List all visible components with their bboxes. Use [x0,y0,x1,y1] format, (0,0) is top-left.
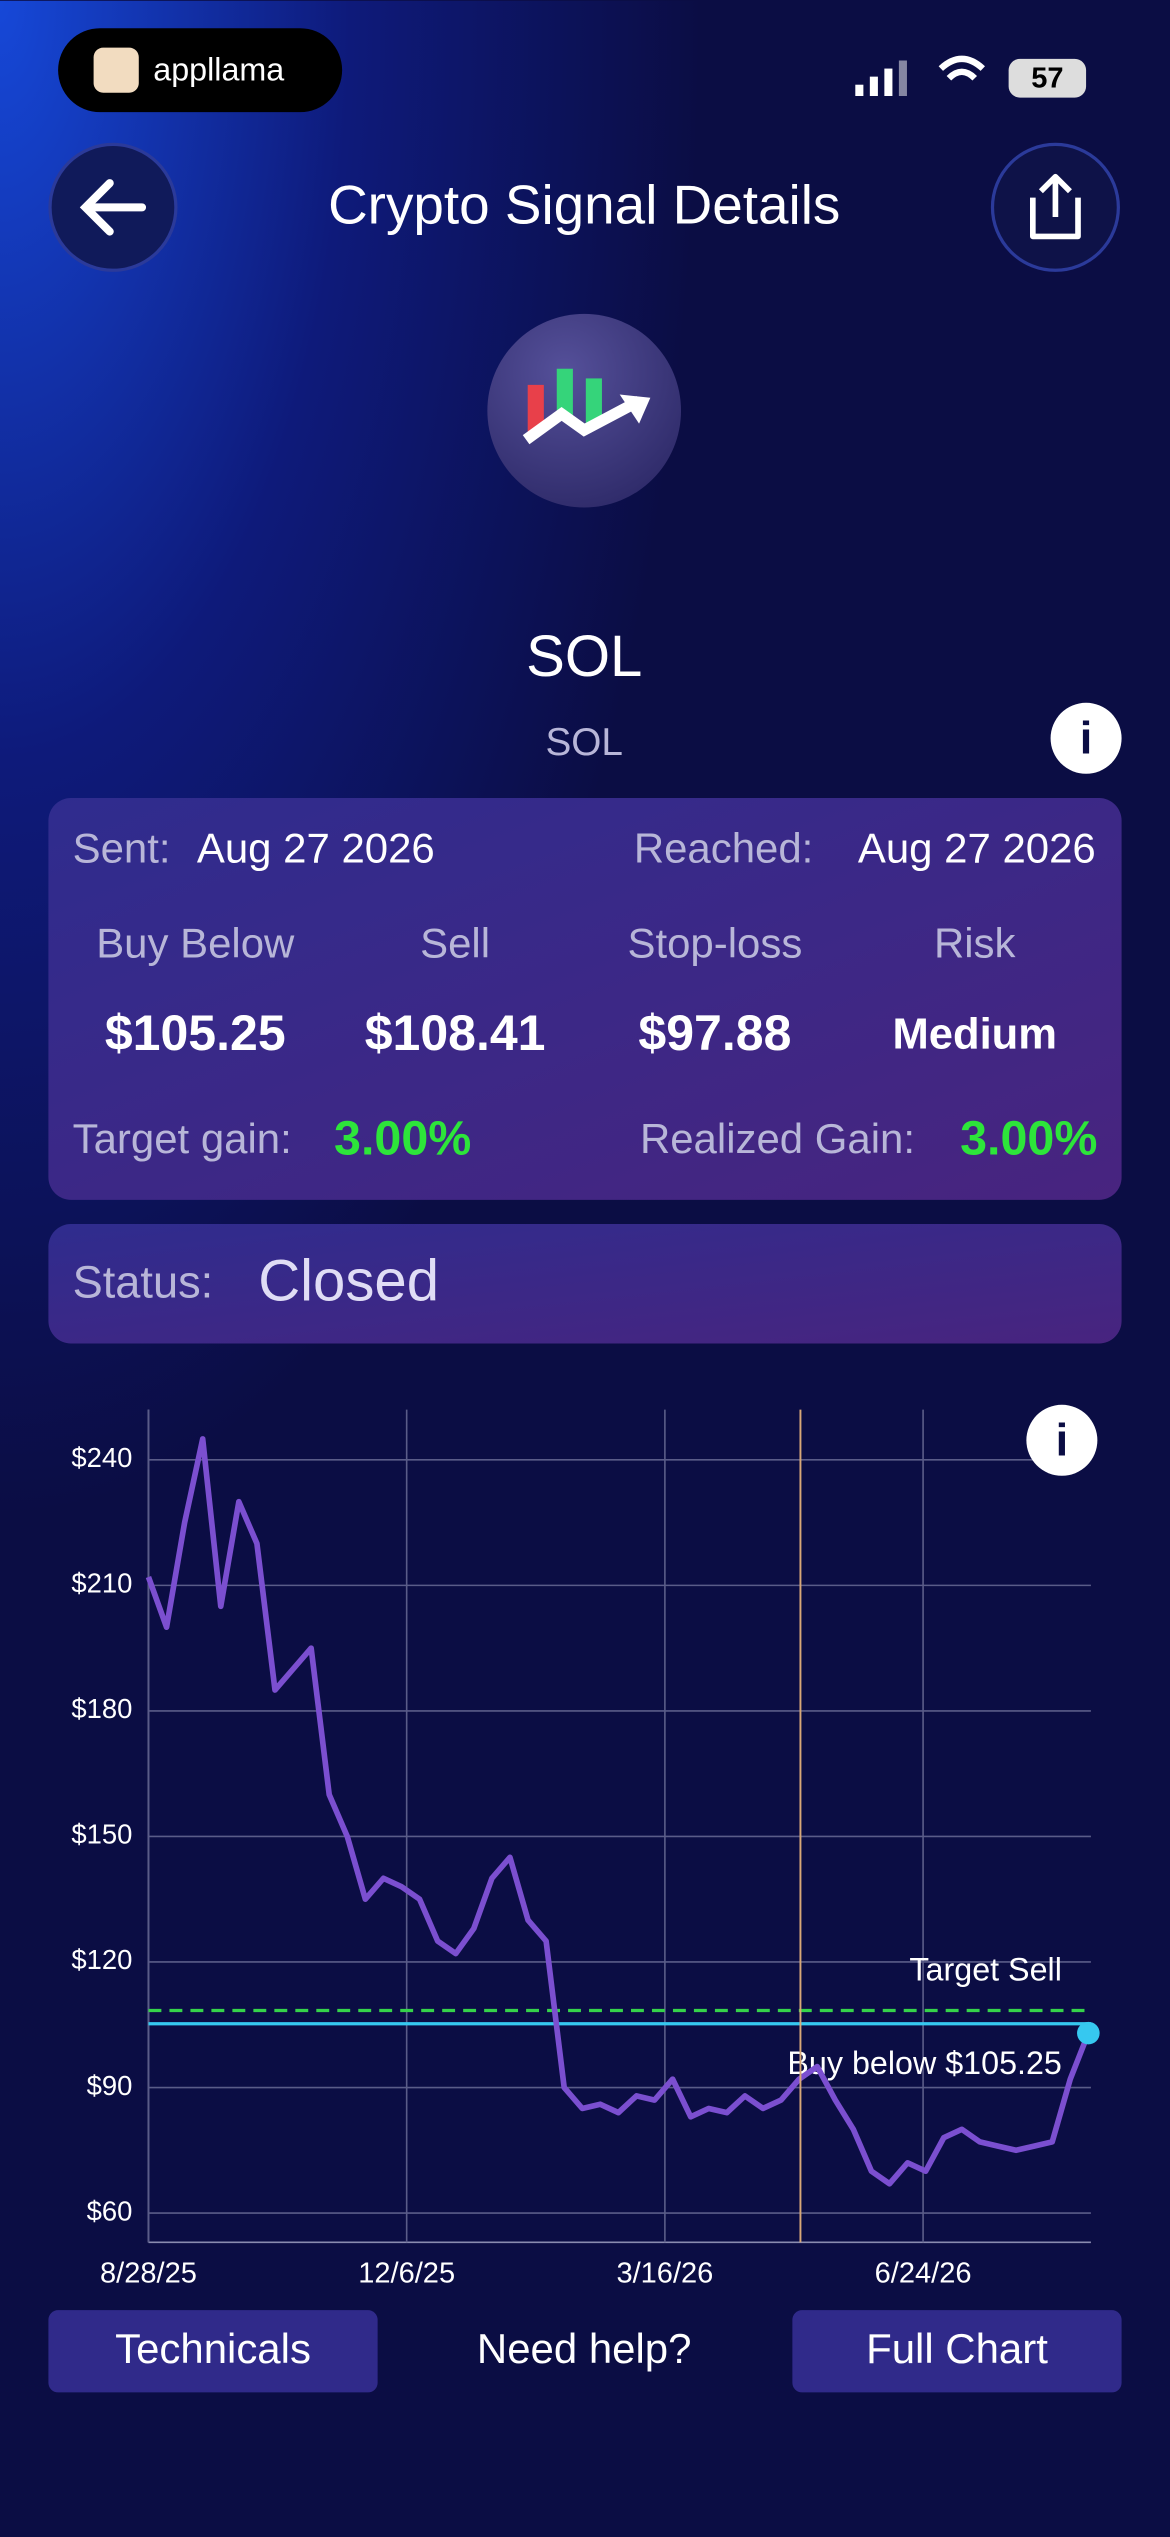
column-value: $97.88 [638,1005,791,1061]
technicals-button[interactable] [48,2310,378,2393]
column-label: Risk [934,920,1017,967]
sent-label: Sent: [73,824,171,871]
button-label: Full Chart [866,2325,1048,2372]
info-button[interactable] [1050,702,1122,774]
status-label: Status: [73,1256,214,1307]
x-tick-label: 12/6/25 [358,2257,455,2289]
y-tick-label: $180 [71,1693,132,1724]
y-tick-label: $240 [71,1442,132,1473]
y-tick-label: $60 [87,2195,133,2226]
status-card [48,1224,1122,1344]
y-tick-label: $150 [71,1819,132,1850]
coin-graphic [522,368,651,445]
button-label: Technicals [115,2325,311,2372]
x-tick-label: 3/16/26 [616,2257,713,2289]
x-tick-label: 6/24/26 [875,2257,972,2289]
last-point [1077,2021,1100,2045]
app-logo [93,47,139,93]
signal-icon [855,60,907,96]
app-name: appllama [153,51,284,87]
wifi-icon [938,55,985,81]
battery-level: 57 [1031,63,1063,95]
reached-label: Reached: [634,824,814,871]
battery [1008,58,1087,98]
price-chart: $60 $90 $120 $150 $180 $210 $240 8/28/25 12/6/25… [71,1409,1100,2289]
coin-name: SOL [526,624,642,689]
share-icon [1030,173,1081,240]
column-value: $108.41 [365,1005,546,1061]
info-icon: i [1056,1414,1069,1465]
column-label: Stop-loss [627,920,802,967]
y-tick-label: $90 [87,2070,133,2101]
reached-date: Aug 27 2026 [858,824,1096,871]
realized-label: Realized Gain: [640,1115,915,1162]
column-value: Medium [892,1010,1057,1058]
back-arrow [79,179,147,236]
info-icon: i [1080,712,1093,763]
status-value: Closed [258,1249,439,1314]
price-line [145,1436,1091,2187]
reference-label: Target Sell [909,1951,1061,1987]
help-link[interactable]: Need help? [477,2325,692,2372]
coin-icon [487,313,682,508]
page-title: Crypto Signal Details [328,173,840,235]
column-label: Sell [420,920,490,967]
coin-symbol: SOL [545,721,622,764]
signal-card [48,798,1122,1200]
y-tick-label: $120 [71,1944,132,1975]
x-tick-label: 8/28/25 [100,2257,197,2289]
reference-label: Buy below $105.25 [787,2045,1061,2081]
full-chart-button[interactable] [792,2310,1122,2393]
sent-date: Aug 27 2026 [197,824,435,871]
column-label: Buy Below [96,920,295,967]
column-value: $105.25 [105,1005,286,1061]
y-tick-label: $210 [71,1568,132,1599]
realized-gain: 3.00% [960,1112,1097,1166]
target-label: Target gain: [73,1115,292,1162]
chart-info-button[interactable] [1026,1404,1098,1476]
target-gain: 3.00% [334,1112,471,1166]
